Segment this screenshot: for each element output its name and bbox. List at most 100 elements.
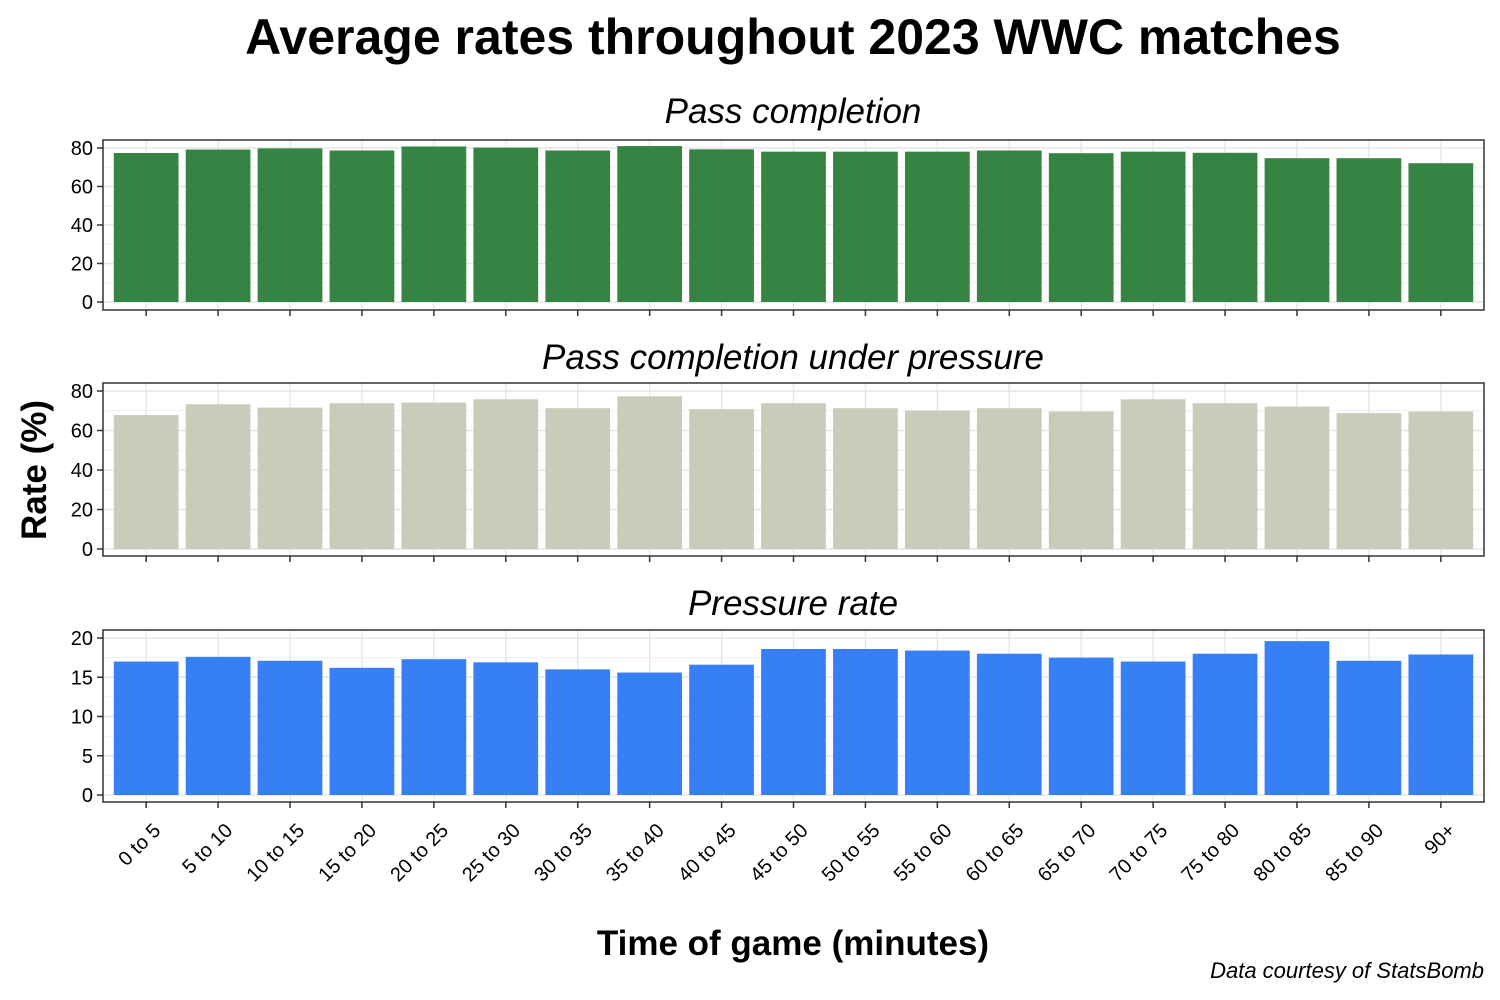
y-tick-label: 20 bbox=[71, 254, 93, 276]
bar bbox=[761, 403, 826, 549]
y-tick-label: 0 bbox=[82, 292, 93, 314]
bar bbox=[1264, 406, 1330, 549]
x-tick-label: 25 to 30 bbox=[458, 820, 525, 887]
y-tick-label: 20 bbox=[71, 628, 93, 650]
bar bbox=[1120, 151, 1186, 302]
y-tick-label: 0 bbox=[82, 785, 93, 807]
bar bbox=[904, 410, 970, 549]
x-axis-ticks: 0 to 5 5 to 10 10 to 15 15 to 20 20 to 25 25 … bbox=[114, 820, 1460, 887]
bar bbox=[401, 146, 467, 302]
bar bbox=[401, 402, 467, 549]
x-tick-label: 40 to 45 bbox=[674, 820, 741, 887]
y-tick-label: 15 bbox=[71, 667, 93, 689]
y-tick-label: 20 bbox=[71, 500, 93, 522]
bar bbox=[113, 661, 179, 795]
panel-title: Pass completion bbox=[665, 92, 922, 131]
x-tick-label: 15 to 20 bbox=[314, 820, 381, 887]
chart-title: Average rates throughout 2023 WWC matche… bbox=[245, 9, 1341, 65]
x-tick-label: 35 to 40 bbox=[602, 820, 669, 887]
bar bbox=[833, 151, 898, 302]
bar bbox=[185, 404, 251, 549]
bar bbox=[904, 650, 970, 795]
x-tick-label: 30 to 35 bbox=[530, 820, 597, 887]
bar bbox=[617, 396, 683, 549]
x-tick-label: 75 to 80 bbox=[1178, 820, 1245, 887]
x-tick-label: 80 to 85 bbox=[1249, 820, 1316, 887]
y-tick-label: 0 bbox=[82, 539, 93, 561]
bar bbox=[473, 147, 539, 302]
bar bbox=[185, 149, 251, 302]
bar bbox=[689, 149, 754, 302]
bar bbox=[617, 146, 683, 302]
bar bbox=[545, 150, 611, 302]
bar bbox=[113, 415, 179, 549]
chart-caption: Data courtesy of StatsBomb bbox=[1210, 958, 1484, 983]
x-tick-label: 90+ bbox=[1420, 820, 1460, 860]
x-axis-title: Time of game (minutes) bbox=[597, 924, 989, 963]
bar bbox=[329, 403, 395, 549]
x-tick-label: 45 to 50 bbox=[746, 820, 813, 887]
bar bbox=[473, 662, 539, 795]
bar bbox=[1264, 158, 1330, 302]
bar bbox=[113, 153, 179, 302]
bar bbox=[257, 660, 323, 795]
panel: Pressure rate 0 5 10 15 20 bbox=[71, 584, 1485, 808]
bar bbox=[904, 151, 970, 302]
y-tick-label: 60 bbox=[71, 421, 93, 443]
y-tick-label: 40 bbox=[71, 460, 93, 482]
bar bbox=[1192, 653, 1258, 795]
bar bbox=[833, 648, 898, 795]
bar bbox=[545, 408, 611, 549]
bar bbox=[1408, 411, 1474, 549]
bar bbox=[257, 407, 323, 549]
panel-title: Pressure rate bbox=[688, 584, 898, 623]
bar bbox=[1120, 399, 1186, 549]
bar bbox=[1408, 163, 1474, 302]
bar bbox=[617, 672, 683, 795]
y-tick-label: 10 bbox=[71, 707, 93, 729]
bar bbox=[689, 664, 754, 795]
bar bbox=[1048, 657, 1114, 795]
bar bbox=[976, 150, 1042, 302]
bar bbox=[545, 669, 611, 795]
bar bbox=[329, 150, 395, 302]
bar bbox=[1264, 641, 1330, 795]
x-tick-label: 65 to 70 bbox=[1034, 820, 1101, 887]
x-tick-label: 5 to 10 bbox=[178, 820, 237, 879]
chart-panels: Pass completion 0 20 40 60 80 Pass completion … bbox=[71, 92, 1485, 808]
panel-title: Pass completion under pressure bbox=[542, 338, 1044, 377]
bar bbox=[473, 399, 539, 549]
bar bbox=[976, 408, 1042, 549]
x-tick-label: 0 to 5 bbox=[114, 820, 165, 871]
x-tick-label: 55 to 60 bbox=[890, 820, 957, 887]
y-tick-label: 60 bbox=[71, 177, 93, 199]
bar bbox=[833, 408, 898, 549]
bar bbox=[329, 667, 395, 795]
y-tick-label: 80 bbox=[71, 381, 93, 403]
bar bbox=[761, 648, 826, 795]
x-tick-label: 70 to 75 bbox=[1106, 820, 1173, 887]
bar bbox=[185, 656, 251, 795]
x-tick-label: 85 to 90 bbox=[1321, 820, 1388, 887]
bar bbox=[1048, 411, 1114, 549]
bar bbox=[257, 148, 323, 302]
bar bbox=[1192, 403, 1258, 549]
x-tick-label: 20 to 25 bbox=[386, 820, 453, 887]
bar bbox=[401, 659, 467, 795]
panel: Pass completion 0 20 40 60 80 bbox=[71, 92, 1485, 316]
bar bbox=[1408, 654, 1474, 795]
bar bbox=[1048, 153, 1114, 302]
y-axis-title: Rate (%) bbox=[15, 400, 54, 540]
x-tick-label: 10 to 15 bbox=[242, 820, 309, 887]
bar bbox=[761, 151, 826, 302]
x-tick-label: 50 to 55 bbox=[818, 820, 885, 887]
bar bbox=[976, 653, 1042, 795]
y-tick-label: 40 bbox=[71, 215, 93, 237]
bar bbox=[1336, 413, 1402, 549]
y-tick-label: 80 bbox=[71, 138, 93, 160]
bar bbox=[1336, 660, 1402, 795]
x-tick-label: 60 to 65 bbox=[962, 820, 1029, 887]
bar bbox=[1120, 661, 1186, 795]
bar bbox=[689, 409, 754, 549]
